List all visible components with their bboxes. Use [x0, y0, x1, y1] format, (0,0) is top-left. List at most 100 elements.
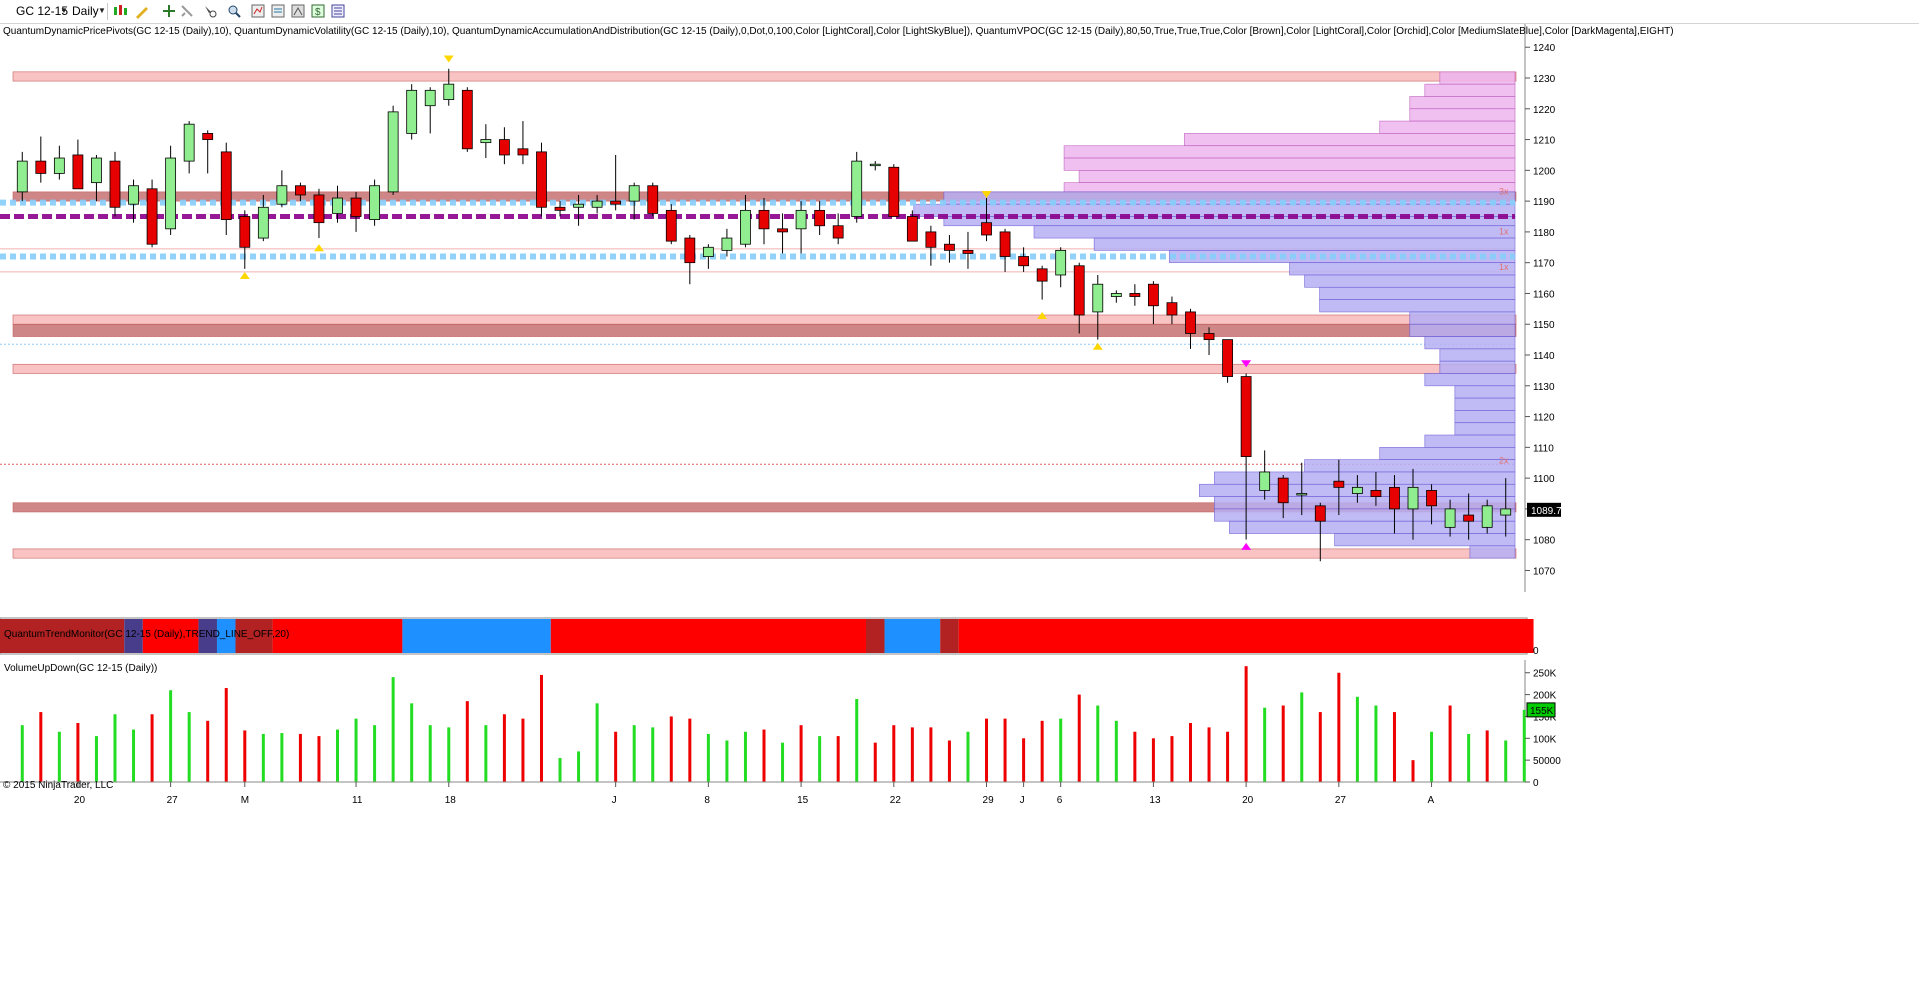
instrument-selector[interactable]: GC 12-15 — [16, 4, 69, 18]
strategy-icon[interactable] — [290, 3, 306, 19]
volume-bar — [892, 725, 896, 782]
data-box-icon[interactable] — [330, 3, 346, 19]
chart-trader-icon[interactable]: $ — [310, 3, 326, 19]
candle-body — [387, 111, 399, 193]
candle-body — [1018, 256, 1030, 267]
volatility-zone — [12, 363, 1517, 374]
candle-body — [851, 160, 863, 217]
candle-body — [1203, 333, 1215, 341]
candle-body — [35, 160, 47, 174]
time-axis-tick-label: 27 — [1335, 795, 1347, 806]
pivot-marker — [239, 271, 250, 279]
volume-bar — [57, 731, 61, 782]
candle-body — [610, 200, 622, 205]
volume-bar — [1244, 666, 1248, 782]
candle-body — [1259, 471, 1271, 491]
candle-body — [721, 237, 733, 251]
toolbar-divider — [107, 3, 108, 20]
volume-bar — [1207, 727, 1211, 782]
volume-profile-bar — [1439, 71, 1516, 85]
candle-body — [758, 209, 770, 230]
volume-bar — [169, 690, 173, 782]
candle-body — [1444, 508, 1456, 528]
candle-body — [591, 200, 603, 208]
candle-body — [1240, 376, 1252, 457]
volume-profile-bar — [1409, 108, 1516, 122]
volume-bar — [1504, 740, 1508, 782]
candle-body — [369, 185, 380, 220]
volume-bar — [743, 731, 747, 782]
volume-bar — [706, 733, 710, 782]
candle-body — [276, 185, 288, 205]
volume-bar — [243, 730, 247, 782]
volume-bar — [1022, 738, 1026, 782]
volume-bar — [1263, 707, 1267, 782]
volume-bar — [1151, 738, 1155, 782]
candle-body — [1055, 249, 1067, 276]
candle-body — [16, 160, 28, 193]
candle-body — [220, 151, 232, 220]
volume-profile-bar — [1454, 397, 1516, 411]
zoom-icon[interactable] — [202, 3, 218, 19]
trend-segment — [124, 619, 143, 653]
magnifier-icon[interactable] — [226, 3, 242, 19]
volume-bar — [391, 677, 395, 782]
volume-profile-bar — [1409, 96, 1516, 110]
pencil-icon[interactable] — [134, 3, 150, 19]
candle-body — [777, 228, 788, 233]
volume-bar — [669, 716, 673, 782]
volume-profile-bar — [1183, 133, 1516, 147]
candle-body — [1092, 283, 1104, 313]
pivot-marker — [1241, 360, 1252, 368]
pointer-icon[interactable] — [179, 3, 195, 19]
volume-bar — [836, 736, 840, 782]
volume-profile-bar — [1229, 520, 1516, 534]
candle-body — [1148, 283, 1159, 307]
time-axis-tick-label: 29 — [983, 795, 995, 806]
candle-body — [183, 123, 195, 162]
price-axis-tick-label: 1230 — [1533, 74, 1556, 85]
volume-bar — [577, 751, 581, 782]
volume-bar — [20, 725, 24, 782]
time-axis-tick-label: A — [1428, 795, 1435, 806]
candle-body — [1166, 302, 1178, 316]
volume-bar — [762, 729, 766, 782]
candle-body — [295, 185, 306, 196]
trend-segment — [884, 619, 941, 653]
candle-body — [647, 185, 659, 214]
candle-body — [684, 237, 696, 264]
properties-icon[interactable] — [250, 3, 266, 19]
candle-body — [702, 246, 714, 257]
volume-bar — [113, 714, 117, 782]
price-indicator-label: QuantumDynamicPricePivots(GC 12-15 (Dail… — [3, 26, 1674, 37]
candle-body — [1277, 477, 1289, 504]
trend-panel: 0 — [0, 617, 1539, 657]
volume-bar — [261, 733, 265, 782]
period-selector[interactable]: Daily — [72, 4, 99, 18]
volume-bar — [855, 698, 859, 782]
last-price-label: 1089.7 — [1531, 506, 1562, 517]
volume-bar — [1485, 730, 1489, 782]
time-axis-tick-label: J — [1020, 795, 1025, 806]
candle-body — [165, 157, 177, 230]
volume-bar — [799, 725, 803, 782]
candle-body — [424, 89, 436, 107]
instrument-dropdown-icon[interactable]: ▼ — [60, 6, 68, 15]
pivot-marker — [313, 244, 324, 252]
period-dropdown-icon[interactable]: ▼ — [98, 6, 106, 15]
crosshair-icon[interactable] — [161, 3, 177, 19]
indicator-icon[interactable] — [270, 3, 286, 19]
volume-bar — [1077, 694, 1081, 782]
copyright-text: © 2015 NinjaTrader, LLC — [3, 780, 113, 791]
candle-body — [1296, 493, 1308, 496]
volume-bar — [410, 703, 414, 782]
candle-body — [1314, 505, 1326, 522]
candlestick-icon[interactable] — [112, 3, 128, 19]
price-axis-tick-label: 1100 — [1533, 474, 1555, 485]
candle-body — [832, 225, 844, 239]
volume-profile-bar — [1424, 83, 1516, 97]
volume-bar — [1411, 760, 1415, 782]
volume-profile-bar — [1424, 434, 1516, 448]
volume-bar — [1374, 705, 1378, 782]
volume-profile-bar — [1304, 459, 1516, 473]
